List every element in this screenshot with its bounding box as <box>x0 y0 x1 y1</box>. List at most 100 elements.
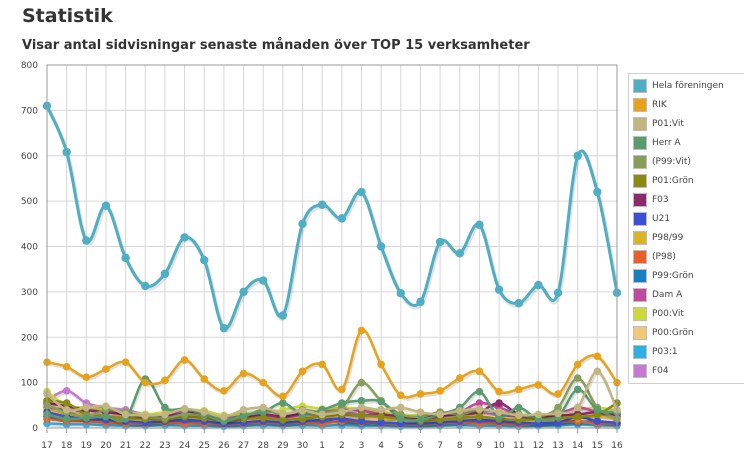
x-tick-label: 5 <box>398 441 404 451</box>
data-point-herr-a <box>396 415 405 423</box>
data-point-rik <box>102 365 110 373</box>
x-tick-label: 11 <box>513 441 524 451</box>
x-tick-label: 12 <box>533 441 544 451</box>
data-point-hela-föreningen <box>396 289 405 298</box>
data-point-rik <box>82 373 91 381</box>
x-tick-label: 25 <box>199 441 210 451</box>
x-tick-label: 23 <box>159 441 170 451</box>
legend-item-p03-1[interactable]: P03:1 <box>629 342 744 361</box>
legend-item-herr-a[interactable]: Herr A <box>629 133 744 152</box>
data-point-rik <box>436 386 444 395</box>
data-point-herr-a <box>62 415 71 423</box>
legend-swatch <box>633 344 647 359</box>
data-point-p01-vit <box>338 408 346 416</box>
legend-item-p98-99[interactable]: P98/99 <box>629 228 744 247</box>
legend-swatch <box>633 78 647 93</box>
data-point-p01-vit <box>573 403 582 412</box>
data-point-rik <box>161 376 169 385</box>
legend-item-p99-grön[interactable]: P99:Grön <box>629 266 744 285</box>
legend-swatch <box>633 97 647 112</box>
data-point-hela-föreningen <box>337 214 347 223</box>
data-point-p01-vit <box>416 408 425 416</box>
data-point-herr-a <box>514 403 523 412</box>
data-point-rik <box>534 381 543 389</box>
legend-item-dam-a[interactable]: Dam A <box>629 285 744 304</box>
data-point-p01-vit <box>220 412 228 421</box>
data-point-hela-föreningen <box>141 281 150 291</box>
data-point-herr-a <box>161 403 169 412</box>
legend-swatch <box>633 211 647 226</box>
x-tick-label: 8 <box>457 441 463 451</box>
x-tick-label: 4 <box>378 441 384 451</box>
data-point-hela-föreningen <box>593 187 602 197</box>
data-point-p01-vit <box>161 410 169 419</box>
x-tick-label: 29 <box>277 441 289 451</box>
data-point-p01-vit <box>180 405 189 413</box>
x-tick-label: 1 <box>319 441 325 451</box>
data-point-hela-föreningen <box>455 249 464 258</box>
data-point-rik <box>180 356 189 364</box>
legend-swatch <box>633 363 647 378</box>
data-point-rik <box>200 375 209 383</box>
legend-item-rik[interactable]: RIK <box>629 95 744 114</box>
data-point-p01-grön <box>475 412 484 421</box>
legend-label: P01:Grön <box>652 175 694 186</box>
data-point-p01-vit <box>259 403 268 412</box>
legend-swatch <box>633 325 647 340</box>
legend-item-p00-vit[interactable]: P00:Vit <box>629 304 744 323</box>
data-point-p01-vit <box>495 408 503 416</box>
data-point-herr-a <box>239 411 248 420</box>
legend-swatch <box>633 135 647 150</box>
x-tick-label: 3 <box>359 441 365 451</box>
x-tick-label: 27 <box>238 441 249 451</box>
legend-item-p01-vit[interactable]: P01:Vit <box>629 114 744 133</box>
data-point-herr-a <box>573 385 582 394</box>
y-tick-label: 800 <box>21 61 38 71</box>
legend-item-hela-föreningen[interactable]: Hela föreningen <box>629 76 744 95</box>
legend-label: RIK <box>652 99 667 110</box>
data-point-hela-föreningen <box>573 151 582 160</box>
data-point-p01-grön <box>259 414 268 422</box>
x-tick-label: 18 <box>61 441 73 451</box>
data-point-hela-föreningen <box>416 297 425 307</box>
data-point-hela-föreningen <box>298 219 307 229</box>
x-tick-label: 20 <box>100 441 112 451</box>
data-point-rik <box>62 362 71 371</box>
data-point-f03 <box>495 399 503 407</box>
legend-item-p01-grön[interactable]: P01:Grön <box>629 171 744 190</box>
data-point-hela-föreningen <box>553 288 563 297</box>
data-point-herr-a <box>416 416 425 424</box>
x-tick-label: 7 <box>437 441 443 451</box>
x-tick-label: 10 <box>493 441 505 451</box>
data-point-p99-vit <box>180 410 189 419</box>
legend-item-p00-grön[interactable]: P00:Grön <box>629 323 744 342</box>
legend-item-p99-vit[interactable]: (P99:Vit) <box>629 152 744 171</box>
data-point-herr-a <box>338 399 346 407</box>
data-point-p01-vit <box>82 403 91 412</box>
data-point-p01-vit <box>239 406 248 414</box>
y-tick-label: 400 <box>21 243 38 253</box>
data-point-p01-vit <box>514 411 523 420</box>
data-point-p01-vit <box>121 410 130 419</box>
x-tick-label: 9 <box>477 441 483 451</box>
legend-item-u21[interactable]: U21 <box>629 209 744 228</box>
data-point-hela-föreningen <box>514 299 523 308</box>
legend-label: (P99:Vit) <box>652 156 691 167</box>
legend-item-f03[interactable]: F03 <box>629 190 744 209</box>
data-point-rik <box>514 385 523 394</box>
page-title: Statistik <box>22 5 113 27</box>
x-tick-label: 30 <box>297 441 309 451</box>
data-point-herr-a <box>357 396 366 405</box>
data-point-u21 <box>377 418 385 427</box>
legend-swatch <box>633 116 647 131</box>
legend-label: (P98) <box>652 251 676 262</box>
x-tick-label: 26 <box>218 441 230 451</box>
data-point-herr-a <box>593 406 602 414</box>
data-point-rik <box>455 374 464 382</box>
x-tick-label: 21 <box>120 441 131 451</box>
legend-item-f04[interactable]: F04 <box>629 361 744 380</box>
legend-item-p98[interactable]: (P98) <box>629 247 744 266</box>
data-point-p01-vit <box>534 410 543 419</box>
x-tick-label: 13 <box>552 441 563 451</box>
data-point-p01-vit <box>102 402 110 411</box>
